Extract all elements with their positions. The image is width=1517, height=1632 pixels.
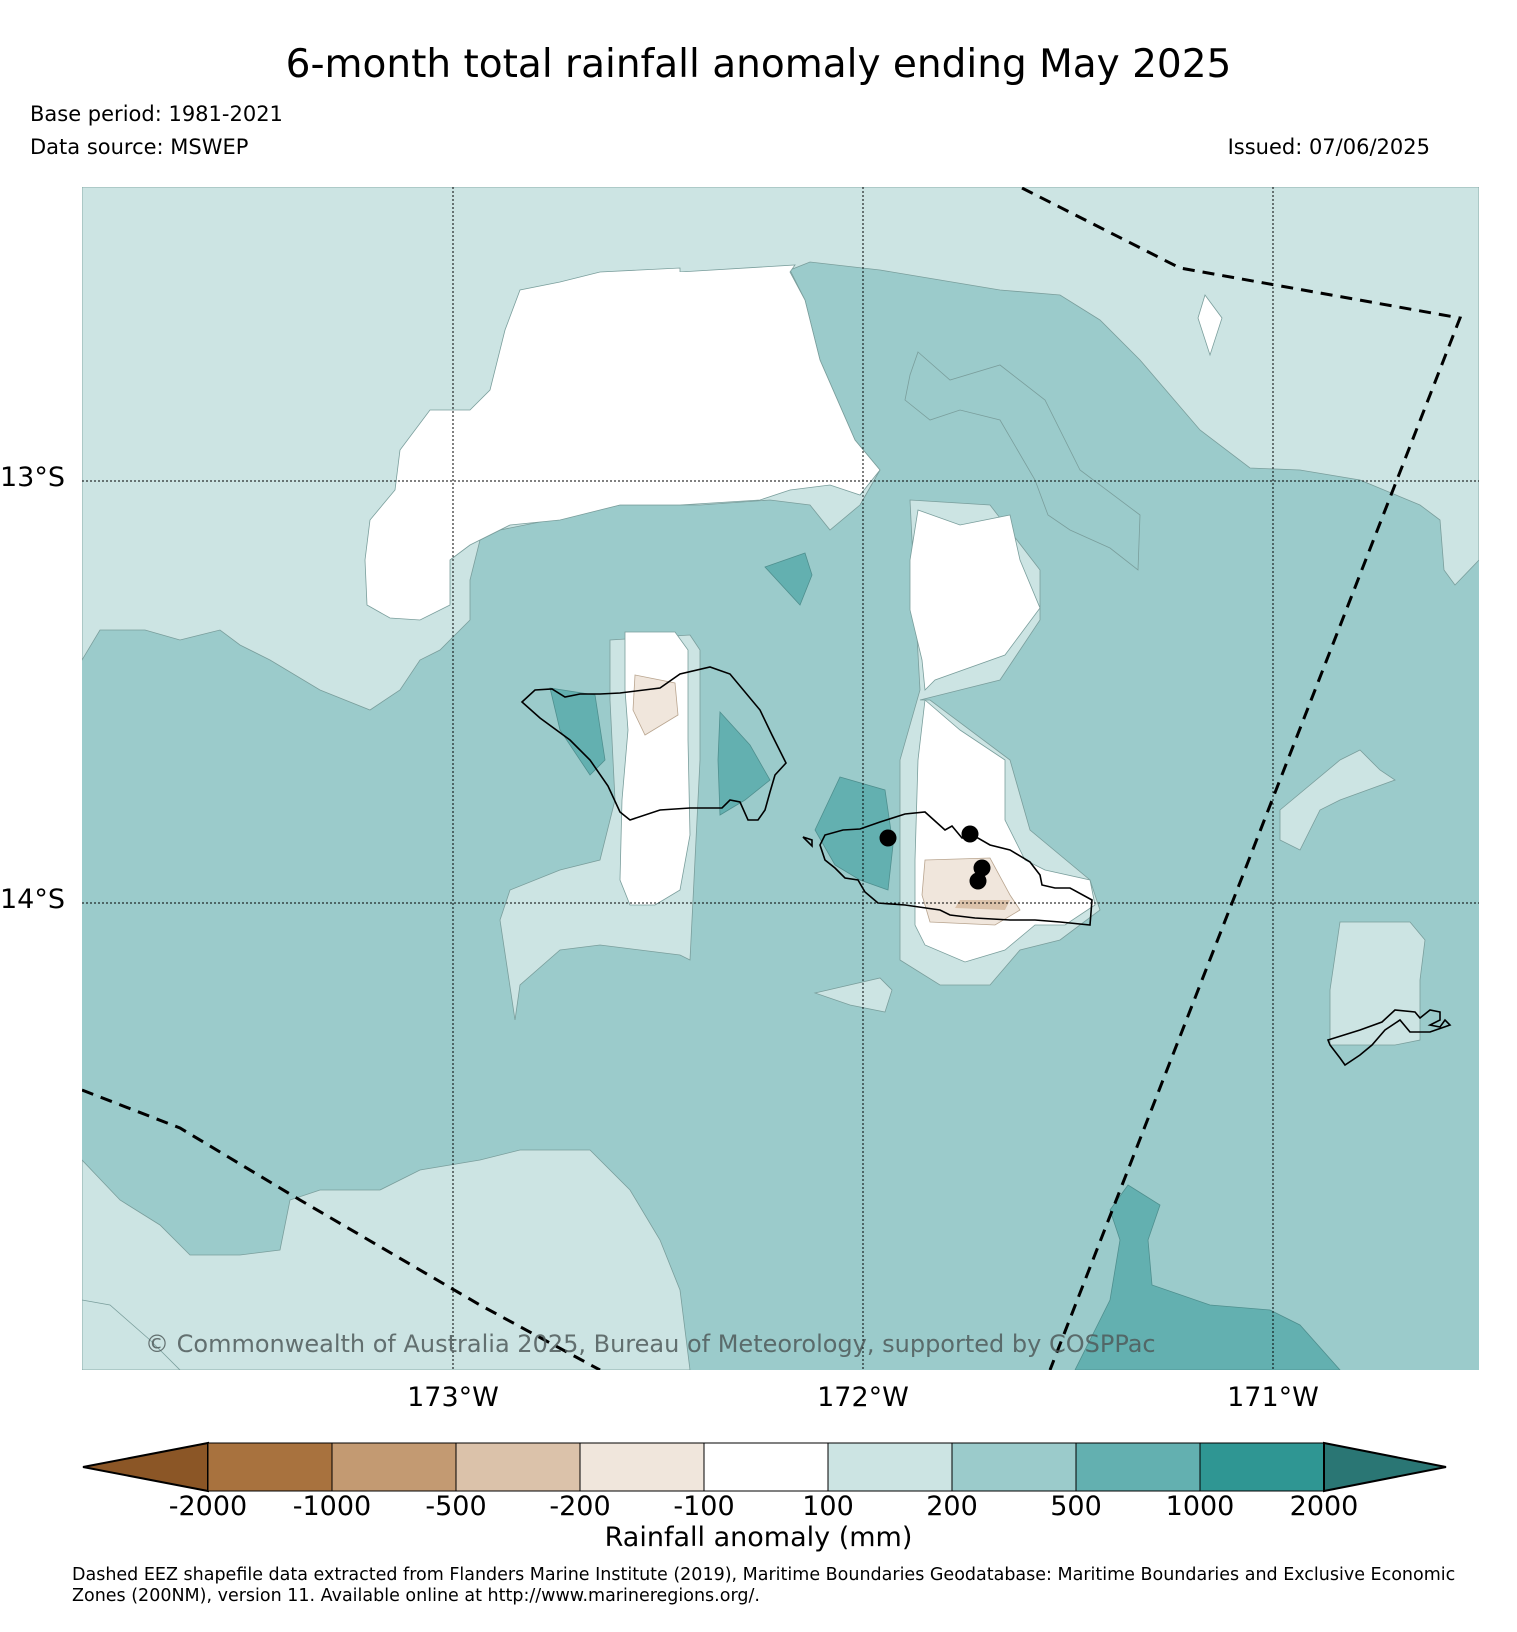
colorbar-bin bbox=[827, 1442, 953, 1492]
colorbar-tick-label: -100 bbox=[673, 1491, 735, 1522]
colorbar-bin bbox=[951, 1442, 1077, 1492]
map-title: 6-month total rainfall anomaly ending Ma… bbox=[285, 42, 1232, 87]
coastline-tutuila bbox=[1326, 1009, 1452, 1067]
colorbar-tick-label: 500 bbox=[1050, 1491, 1102, 1522]
colorbar-tick-label: -2000 bbox=[168, 1491, 248, 1522]
colorbar-tick-label: -500 bbox=[425, 1491, 487, 1522]
anomaly-region-neutral-west bbox=[619, 631, 691, 906]
eez-boundaries bbox=[82, 187, 1463, 1370]
anomaly-region-100-200-east bbox=[1279, 749, 1396, 851]
map-plot-area bbox=[82, 187, 1479, 1370]
anomaly-region-dry-patch bbox=[955, 900, 1010, 910]
station-marker bbox=[973, 859, 991, 877]
colorbar-bin bbox=[455, 1442, 581, 1492]
colorbar-tick-label: 2000 bbox=[1289, 1491, 1359, 1522]
eez-boundary-north bbox=[1021, 187, 1463, 1370]
colorbar-extend-low bbox=[82, 1441, 209, 1493]
colorbar-bin bbox=[1199, 1442, 1325, 1492]
colorbar-bin bbox=[579, 1442, 705, 1492]
latitude-label-14s: 14°S bbox=[0, 884, 65, 915]
colorbar-tick-label: -1000 bbox=[292, 1491, 372, 1522]
anomaly-region-neutral-east-upper bbox=[909, 509, 1041, 691]
latitude-label-13s: 13°S bbox=[0, 462, 65, 493]
colorbar-bin bbox=[1075, 1442, 1201, 1492]
footnote: Dashed EEZ shapefile data extracted from… bbox=[72, 1565, 1456, 1606]
colorbar-extend-high bbox=[1323, 1441, 1447, 1493]
anomaly-region-100-200-south bbox=[82, 1149, 691, 1370]
colorbar-bin bbox=[331, 1442, 457, 1492]
longitude-label-172w: 172°W bbox=[817, 1382, 909, 1413]
coastline-apolima bbox=[802, 836, 813, 848]
colorbar-tick-label: 200 bbox=[926, 1491, 978, 1522]
station-marker bbox=[969, 872, 987, 890]
anomaly-region-neutral-tiny bbox=[677, 272, 686, 276]
longitude-label-173w: 173°W bbox=[407, 1382, 499, 1413]
base-period-label: Base period: 1981-2021 bbox=[30, 102, 283, 126]
colorbar-bin bbox=[207, 1442, 333, 1492]
anomaly-region-100-200-patch bbox=[813, 977, 893, 1013]
anomaly-region-wet-southwest bbox=[82, 1299, 181, 1370]
coastlines bbox=[520, 666, 1452, 1067]
colorbar-tick-label: 100 bbox=[802, 1491, 854, 1522]
station-marker bbox=[961, 825, 979, 843]
colorbar bbox=[82, 1441, 1447, 1493]
anomaly-region-100-200-se-island bbox=[1329, 921, 1426, 1046]
graticule bbox=[82, 187, 1479, 1370]
coastline-upolu bbox=[819, 811, 1093, 926]
colorbar-tick-label: -200 bbox=[549, 1491, 611, 1522]
anomaly-region-wet-southeast bbox=[1074, 1184, 1341, 1370]
issued-date-label: Issued: 07/06/2025 bbox=[1227, 135, 1430, 159]
coastline-savaii bbox=[520, 666, 787, 821]
anomaly-region-200-500-north bbox=[904, 351, 1141, 571]
eez-boundary-southwest bbox=[82, 1088, 601, 1370]
anomaly-region-wet-savaii bbox=[814, 776, 894, 891]
longitude-label-171w: 171°W bbox=[1227, 1382, 1319, 1413]
copyright-watermark: © Commonwealth of Australia 2025, Bureau… bbox=[145, 1330, 1156, 1358]
anomaly-region-neutral-north bbox=[364, 264, 881, 621]
station-markers bbox=[879, 825, 991, 890]
station-marker bbox=[879, 829, 897, 847]
data-source-label: Data source: MSWEP bbox=[30, 135, 249, 159]
anomaly-region-neutral-small bbox=[1197, 294, 1223, 357]
colorbar-bin bbox=[703, 1442, 829, 1492]
anomaly-region-wet-north bbox=[764, 552, 813, 606]
colorbar-tick-label: 1000 bbox=[1165, 1491, 1235, 1522]
anomaly-region-wet-center bbox=[717, 711, 771, 816]
colorbar-title: Rainfall anomaly (mm) bbox=[604, 1522, 913, 1553]
